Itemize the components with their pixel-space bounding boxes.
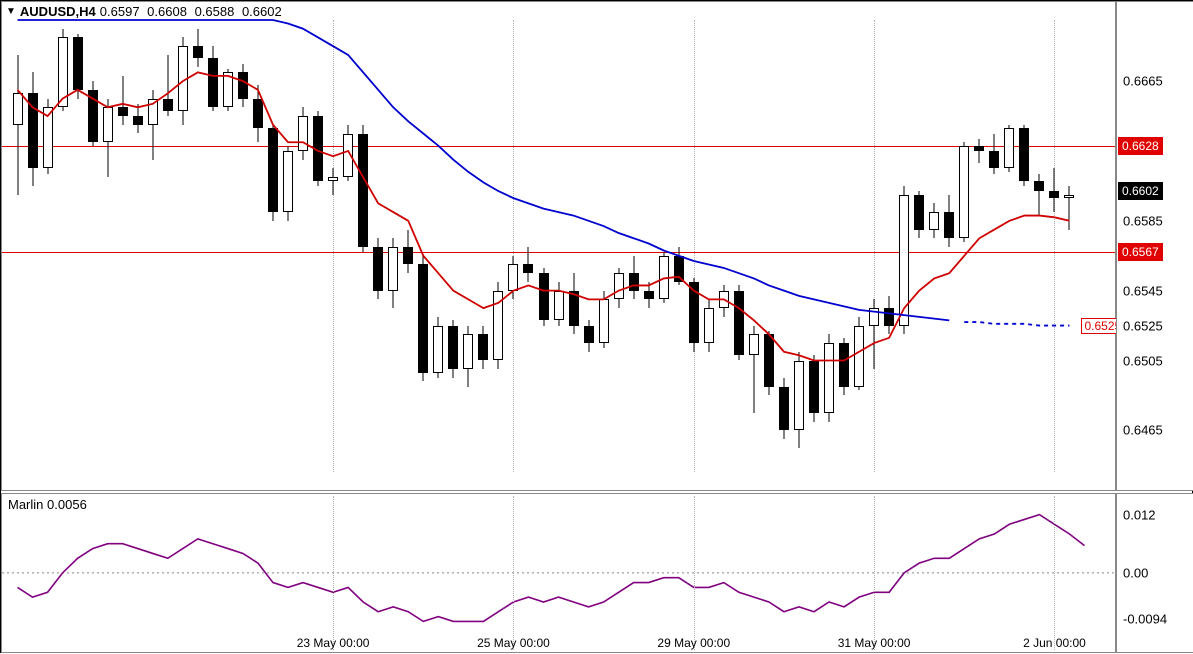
y-tick-label: -0.0094 — [1123, 611, 1167, 626]
chevron-down-icon[interactable]: ▼ — [6, 6, 16, 17]
indicator-plot — [2, 494, 1117, 654]
horizontal-level-line — [2, 252, 1115, 253]
y-tick-label: 0.6505 — [1123, 353, 1163, 368]
grid-vline — [1054, 20, 1055, 472]
symbol-label: AUDUSD,H4 — [20, 4, 96, 19]
x-tick-label: 25 May 00:00 — [477, 636, 550, 650]
price-plot-area[interactable]: 0.6525 — [2, 2, 1115, 490]
price-y-axis: 0.6665 0.6628 0.6602 0.6585 0.6567 0.6545 0.65… — [1116, 1, 1193, 491]
grid-vline — [874, 20, 875, 472]
grid-vline — [1054, 496, 1055, 650]
grid-vline — [694, 20, 695, 472]
grid-vline — [513, 496, 514, 650]
y-tick-label: 0.6567 — [1118, 243, 1163, 261]
x-tick-label: 2 Jun 00:00 — [1023, 636, 1086, 650]
price-panel[interactable]: ▼ AUDUSD,H4 0.6597 0.6608 0.6588 0.6602 … — [1, 1, 1116, 491]
grid-vline — [513, 20, 514, 472]
grid-vline — [333, 20, 334, 472]
y-tick-label: 0.012 — [1123, 507, 1156, 522]
x-tick-label: 23 May 00:00 — [297, 636, 370, 650]
indicator-panel[interactable]: Marlin 0.0056 23 May 00:00 25 May 00:00 29… — [1, 493, 1116, 653]
chart-container: ▼ AUDUSD,H4 0.6597 0.6608 0.6588 0.6602 … — [0, 0, 1193, 653]
y-tick-label: 0.6628 — [1118, 137, 1163, 155]
y-tick-label: 0.6602 — [1118, 182, 1163, 200]
y-tick-label: 0.6585 — [1123, 213, 1163, 228]
y-tick-label: 0.6525 — [1123, 318, 1163, 333]
horizontal-level-line — [2, 146, 1115, 147]
x-tick-label: 31 May 00:00 — [838, 636, 911, 650]
y-tick-label: 0.6465 — [1123, 423, 1163, 438]
y-tick-label: 0.6665 — [1123, 74, 1163, 89]
grid-vline — [694, 496, 695, 650]
indicator-y-axis: 0.012 0.00 -0.0094 — [1116, 493, 1193, 653]
ohlc-readout: 0.6597 0.6608 0.6588 0.6602 — [100, 4, 286, 19]
grid-vline — [333, 496, 334, 650]
indicator-title: Marlin 0.0056 — [8, 497, 87, 512]
y-tick-label: 0.6545 — [1123, 283, 1163, 298]
chart-title-bar[interactable]: ▼ AUDUSD,H4 0.6597 0.6608 0.6588 0.6602 — [6, 4, 286, 19]
x-tick-label: 29 May 00:00 — [657, 636, 730, 650]
grid-vline — [874, 496, 875, 650]
y-tick-label: 0.00 — [1123, 565, 1148, 580]
